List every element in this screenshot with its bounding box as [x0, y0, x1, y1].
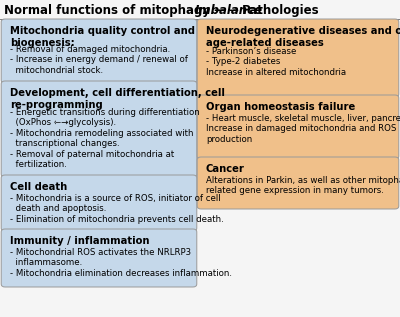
Text: - Parkinson’s disease
- Type-2 diabetes
Increase in altered mitochondria: - Parkinson’s disease - Type-2 diabetes … — [206, 47, 346, 77]
Text: Mitochondria quality control and
biogenesis:: Mitochondria quality control and biogene… — [10, 26, 195, 48]
Text: - Removal of damaged mitochondria.
- Increase in energy demand / renewal of
  mi: - Removal of damaged mitochondria. - Inc… — [10, 45, 188, 75]
Text: - Energetic transitions during differentiation
  (OxPhos ⇽→glycolysis).
- Mitoch: - Energetic transitions during different… — [10, 108, 200, 169]
Text: - Mitochondria is a source of ROS, initiator of cell
  death and apoptosis.
- El: - Mitochondria is a source of ROS, initi… — [10, 194, 224, 224]
FancyBboxPatch shape — [197, 95, 399, 159]
FancyBboxPatch shape — [197, 157, 399, 209]
FancyBboxPatch shape — [1, 19, 197, 83]
Text: Cell death: Cell death — [10, 182, 67, 192]
Text: Cancer: Cancer — [206, 164, 245, 174]
Text: Pathologies: Pathologies — [242, 4, 320, 17]
Text: →: → — [228, 4, 238, 17]
Text: Immunity / inflammation: Immunity / inflammation — [10, 236, 150, 246]
Text: - Heart muscle, skeletal muscle, liver, pancreas
Increase in damaged mitochondri: - Heart muscle, skeletal muscle, liver, … — [206, 114, 400, 144]
Text: Development, cell differentiation, cell
re-programming: Development, cell differentiation, cell … — [10, 88, 225, 110]
FancyBboxPatch shape — [1, 175, 197, 231]
Text: Imbalance: Imbalance — [195, 4, 263, 17]
Text: Neurodegenerative diseases and other
age-related diseases: Neurodegenerative diseases and other age… — [206, 26, 400, 48]
FancyBboxPatch shape — [197, 19, 399, 97]
FancyBboxPatch shape — [1, 81, 197, 177]
Text: Alterations in Parkin, as well as other mitophagy-
related gene expression in ma: Alterations in Parkin, as well as other … — [206, 176, 400, 195]
Text: Organ homeostasis failure: Organ homeostasis failure — [206, 102, 355, 112]
Text: - Mitochondrial ROS activates the NRLRP3
  inflammasome.
- Mitochondria eliminat: - Mitochondrial ROS activates the NRLRP3… — [10, 248, 232, 278]
FancyBboxPatch shape — [1, 229, 197, 287]
Text: Normal functions of mitophagy —: Normal functions of mitophagy — — [4, 4, 226, 17]
